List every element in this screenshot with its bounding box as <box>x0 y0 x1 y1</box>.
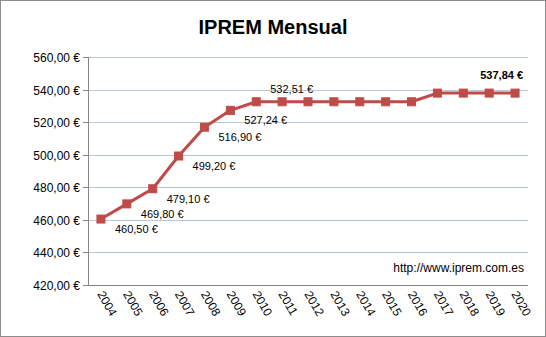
marker <box>278 98 286 106</box>
grid-line <box>88 252 528 253</box>
y-tick-label: 480,00 € <box>33 181 80 195</box>
series <box>97 89 519 223</box>
grid-line <box>88 285 528 286</box>
data-label: 479,10 € <box>167 193 210 205</box>
x-tick-label: 2019 <box>483 289 509 319</box>
marker <box>304 98 312 106</box>
data-label: 537,84 € <box>480 69 523 81</box>
x-axis-line <box>88 285 528 286</box>
marker <box>252 98 260 106</box>
chart: IPREM Mensual 420,00 € 440,00 € 460,00 € 480… <box>0 0 546 337</box>
marker <box>382 98 390 106</box>
y-tick-mark <box>83 155 88 156</box>
chart-container: IPREM Mensual 420,00 € 440,00 € 460,00 € 480… <box>0 0 546 337</box>
grid-line <box>88 57 528 58</box>
x-tick-label: 2006 <box>146 289 172 319</box>
y-tick-label: 520,00 € <box>33 116 80 130</box>
line <box>101 93 515 219</box>
marker <box>485 89 493 97</box>
grid-line <box>88 122 528 123</box>
y-tick-mark <box>83 57 88 58</box>
annotation: http://www.iprem.com.es <box>393 261 524 275</box>
chart-border <box>1 1 546 337</box>
marker <box>97 215 105 223</box>
y-tick-mark <box>83 122 88 123</box>
data-label: 460,50 € <box>115 223 158 235</box>
x-tick-label: 2015 <box>379 289 405 319</box>
marker <box>200 123 208 131</box>
marker <box>356 98 364 106</box>
y-tick-label: 540,00 € <box>33 84 80 98</box>
marker <box>511 89 519 97</box>
y-tick-label: 500,00 € <box>33 149 80 163</box>
marker <box>175 152 183 160</box>
grid-line <box>88 155 528 156</box>
y-tick-label: 560,00 € <box>33 51 80 65</box>
marker <box>149 185 157 193</box>
data-label: 527,24 € <box>244 114 287 126</box>
y-tick-label: 440,00 € <box>33 246 80 260</box>
x-tick-label: 2012 <box>301 289 327 319</box>
marker <box>433 89 441 97</box>
data-label: 499,20 € <box>193 160 236 172</box>
y-tick-mark <box>83 252 88 253</box>
x-tick-label: 2007 <box>172 289 198 319</box>
data-label: 469,80 € <box>141 208 184 220</box>
x-tick-label: 2018 <box>457 289 483 319</box>
marker <box>123 200 131 208</box>
data-label: 516,90 € <box>218 131 261 143</box>
grid-line <box>88 220 528 221</box>
x-tick-label: 2014 <box>353 289 379 319</box>
x-tick-label: 2016 <box>405 289 431 319</box>
x-tick-label: 2005 <box>120 289 146 319</box>
y-tick-mark <box>83 285 88 286</box>
title: IPREM Mensual <box>199 16 348 38</box>
x-tick-label: 2004 <box>94 289 120 319</box>
marker <box>330 98 338 106</box>
data-label: 532,51 € <box>270 83 313 95</box>
grid <box>88 58 528 286</box>
x-tick-label: 2010 <box>250 289 276 319</box>
x-tick-label: 2017 <box>431 289 457 319</box>
y-tick-mark <box>83 220 88 221</box>
marker <box>226 106 234 114</box>
x-tick-label: 2020 <box>508 289 534 319</box>
x-tick-label: 2008 <box>198 289 224 319</box>
y-tick-mark <box>83 90 88 91</box>
y-tick-label: 460,00 € <box>33 214 80 228</box>
y-tick-label: 420,00 € <box>33 279 80 293</box>
y-axis-line <box>88 57 89 285</box>
x-tick-label: 2013 <box>327 289 353 319</box>
marker <box>408 98 416 106</box>
x-tick-label: 2009 <box>224 289 250 319</box>
x-tick-label: 2011 <box>276 289 301 319</box>
marker <box>459 89 467 97</box>
y-tick-mark <box>83 187 88 188</box>
